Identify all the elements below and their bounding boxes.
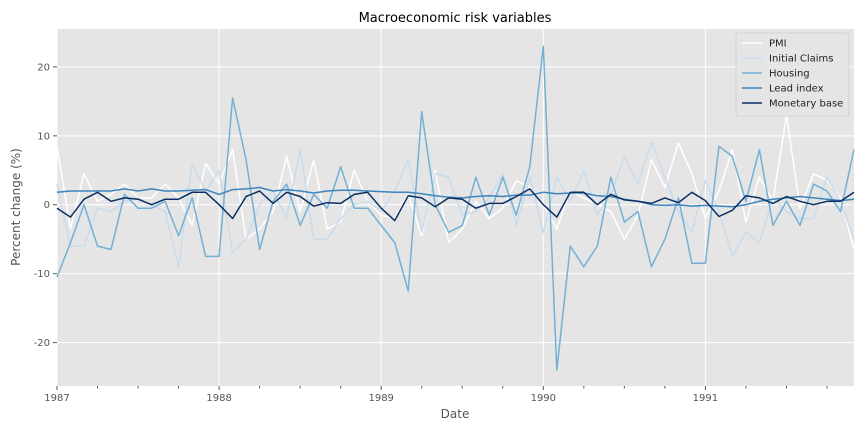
y-tick-label: -20	[34, 338, 50, 349]
y-tick-label: 10	[37, 131, 50, 142]
legend-label: Initial Claims	[769, 54, 833, 65]
x-tick-label: 1988	[206, 393, 231, 404]
y-tick-label: 20	[37, 62, 50, 73]
y-tick-label: -10	[34, 269, 50, 280]
series-line-4	[56, 188, 855, 222]
x-tick-label: 1990	[531, 393, 556, 404]
axes: -20 -10 0 10 20 1987 1988 1989 1990 1991	[34, 62, 828, 404]
series-line-3	[56, 186, 855, 208]
x-axis-title: Date	[441, 407, 470, 421]
legend: PMI Initial Claims Housing Lead index Moneta…	[735, 32, 850, 117]
y-tick-label: 0	[44, 200, 50, 211]
x-tick-label: 1991	[693, 393, 718, 404]
x-tick-label: 1987	[44, 393, 69, 404]
series-line-1	[56, 141, 855, 268]
legend-label: Lead index	[769, 84, 824, 95]
chart-title: Macroeconomic risk variables	[359, 11, 552, 26]
plot-area	[57, 29, 854, 386]
series-line-0	[56, 114, 855, 250]
y-axis-title: Percent change (%)	[9, 148, 23, 266]
legend-label: Monetary base	[769, 99, 843, 110]
series-line-2	[56, 45, 855, 371]
series-lines	[56, 45, 855, 371]
x-tick-label: 1989	[368, 393, 393, 404]
legend-label: PMI	[769, 39, 787, 50]
legend-box	[735, 32, 850, 117]
legend-label: Housing	[769, 69, 810, 80]
